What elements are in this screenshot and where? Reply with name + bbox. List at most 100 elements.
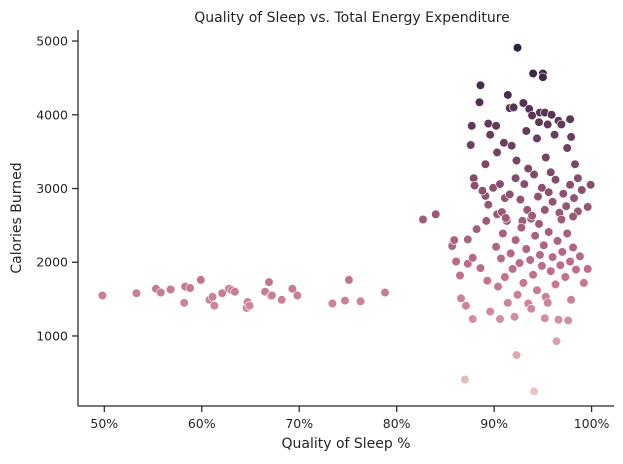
data-point: [540, 313, 550, 323]
data-point: [547, 252, 558, 262]
data-point: [451, 256, 461, 267]
data-point: [575, 251, 585, 261]
data-point: [131, 288, 142, 298]
x-tick-label: 90%: [480, 416, 508, 431]
data-point: [537, 183, 547, 193]
data-point: [264, 277, 274, 287]
x-axis-ticks: 50% 60% 70% 80% 90% 100%: [90, 406, 610, 431]
data-point: [207, 292, 218, 302]
data-point: [209, 301, 219, 311]
data-point: [485, 307, 495, 317]
data-point: [521, 244, 531, 254]
data-point: [518, 278, 529, 288]
data-point: [496, 253, 506, 264]
data-point: [518, 98, 529, 108]
data-point: [530, 231, 540, 241]
data-point: [483, 200, 493, 210]
data-point: [568, 211, 578, 222]
data-point: [583, 264, 593, 274]
data-point: [166, 284, 176, 295]
y-axis-label: Calories Burned: [9, 162, 25, 273]
data-point: [525, 255, 535, 265]
data-point: [585, 180, 596, 190]
data-point: [503, 298, 513, 308]
data-point: [499, 138, 509, 148]
data-point: [327, 298, 338, 309]
data-point: [475, 80, 486, 90]
data-point: [277, 295, 287, 305]
data-point: [512, 290, 523, 300]
data-point: [477, 186, 488, 196]
data-point: [543, 119, 553, 129]
data-point: [185, 283, 195, 293]
data-point: [217, 288, 227, 298]
data-point: [535, 250, 545, 260]
data-point: [579, 278, 589, 288]
data-point: [483, 118, 493, 129]
data-point: [544, 227, 554, 237]
data-point: [456, 293, 466, 304]
data-point: [340, 296, 350, 306]
data-point: [556, 119, 567, 129]
data-point: [287, 284, 298, 294]
data-point: [569, 193, 579, 203]
data-point: [244, 301, 255, 311]
data-point: [356, 296, 366, 306]
data-point: [532, 285, 542, 295]
data-point: [556, 214, 567, 225]
data-point: [540, 205, 550, 215]
data-point: [482, 276, 492, 286]
data-point: [534, 117, 544, 127]
data-point: [455, 270, 465, 281]
data-point: [568, 242, 578, 253]
data-point: [468, 314, 478, 324]
data-point: [495, 179, 505, 189]
data-point: [571, 265, 581, 275]
data-point: [505, 189, 515, 199]
data-point: [480, 159, 491, 169]
data-point: [529, 169, 539, 180]
data-point: [515, 195, 526, 205]
data-point: [528, 68, 538, 79]
data-point: [563, 315, 573, 326]
x-tick-label: 50%: [90, 416, 118, 431]
data-point: [534, 219, 544, 229]
data-point: [557, 247, 567, 257]
data-point: [549, 130, 560, 140]
data-point: [529, 386, 539, 396]
data-point: [493, 282, 503, 292]
data-point: [565, 256, 575, 267]
data-point: [179, 298, 189, 308]
data-point: [267, 290, 277, 301]
data-point: [560, 272, 570, 282]
data-point: [507, 141, 517, 151]
data-point: [380, 287, 390, 298]
data-point: [466, 140, 476, 150]
data-point: [491, 121, 501, 131]
data-point: [501, 213, 511, 223]
data-point: [512, 43, 523, 53]
data-point: [463, 234, 473, 244]
chart-title: Quality of Sleep vs. Total Energy Expend…: [194, 10, 510, 26]
data-point: [566, 295, 576, 305]
data-point: [547, 197, 558, 207]
data-point: [431, 209, 441, 219]
data-point: [546, 167, 556, 177]
data-point: [474, 97, 485, 107]
data-point: [553, 315, 564, 325]
data-point: [555, 260, 566, 270]
y-tick-label: 5000: [36, 34, 68, 49]
data-point: [543, 298, 553, 308]
data-point: [511, 155, 522, 166]
data-point: [156, 287, 166, 298]
data-point: [506, 248, 516, 258]
data-point: [418, 214, 428, 225]
data-point: [541, 152, 551, 163]
data-point: [562, 143, 572, 153]
data-point: [552, 236, 563, 246]
data-point: [583, 202, 593, 212]
data-point: [292, 290, 302, 301]
points-layer: [97, 43, 596, 396]
data-point: [97, 290, 107, 301]
